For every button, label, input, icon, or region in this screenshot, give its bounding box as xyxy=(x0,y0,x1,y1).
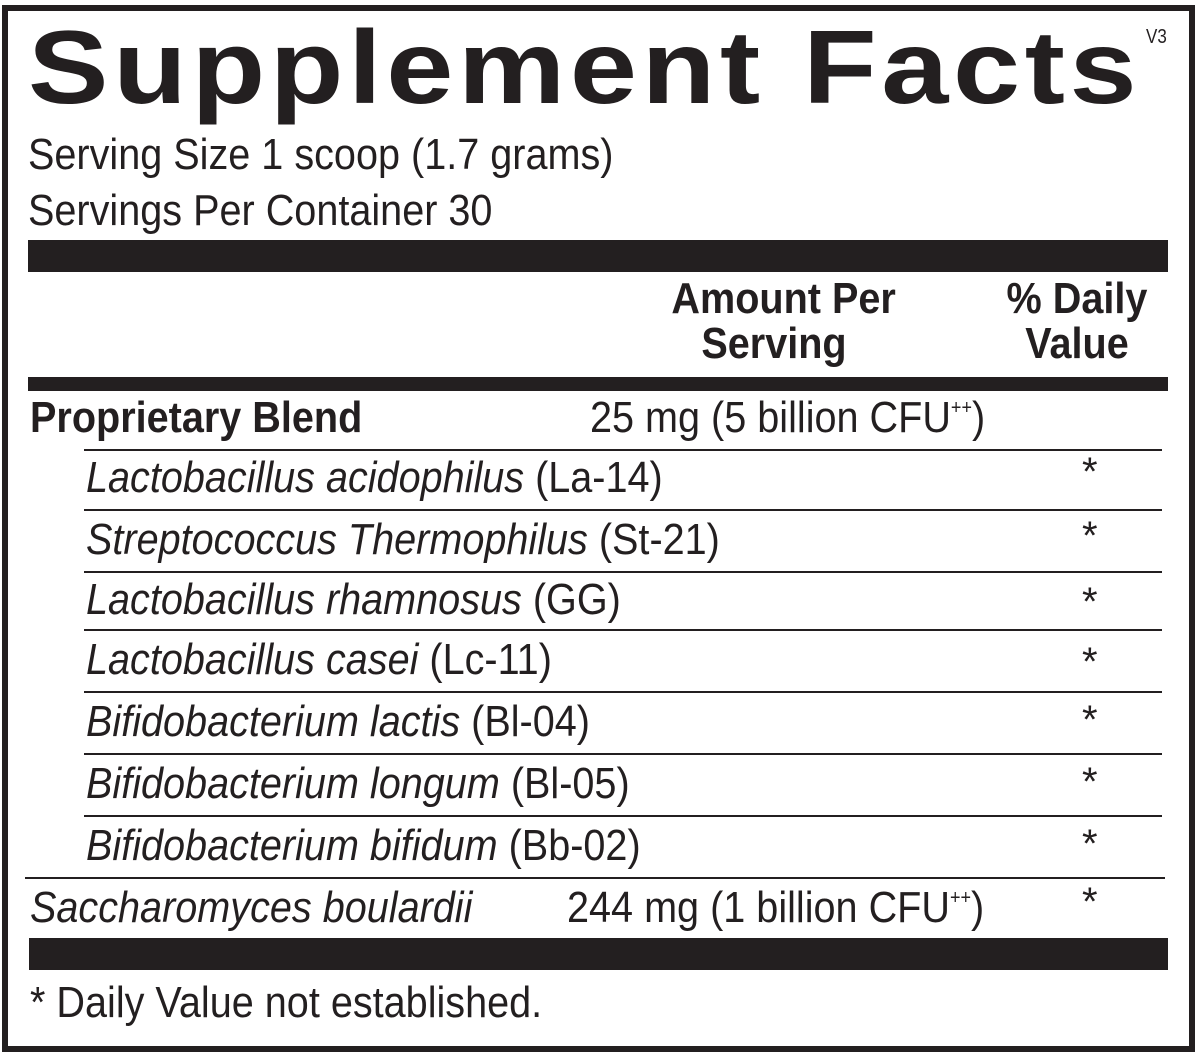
ingredient-row: Bifidobacterium longum (Bl-05) xyxy=(86,762,690,806)
serving-size-text: Serving Size 1 scoop (1.7 grams) xyxy=(28,130,614,179)
row-divider xyxy=(84,629,1162,631)
amount-per-serving-header: Amount Per Serving xyxy=(660,274,896,368)
amount-header-line2: Serving xyxy=(701,319,847,368)
ingredient-strain: (GG) xyxy=(521,575,621,624)
footnote-text: * Daily Value not established. xyxy=(30,978,543,1027)
dv-header-line2: Value xyxy=(1025,319,1129,368)
servings-per-container-text: Servings Per Container 30 xyxy=(28,186,493,235)
ingredient-row: Lactobacillus casei (Lc-11) xyxy=(86,638,604,682)
row-divider xyxy=(84,753,1162,755)
blend-amount-value: 25 mg (5 billion CFU xyxy=(590,393,951,442)
row-divider xyxy=(84,691,1162,693)
saccharomyces-amount-value: 244 mg (1 billion CFU xyxy=(567,883,950,932)
saccharomyces-amount: 244 mg (1 billion CFU++) xyxy=(567,886,1031,930)
row-divider xyxy=(25,877,1165,879)
ingredient-strain: (Bb-02) xyxy=(497,821,641,870)
ingredient-dv: * xyxy=(1082,640,1098,684)
saccharomyces-cfu-sup: ++ xyxy=(949,887,971,909)
ingredient-name: Lactobacillus casei xyxy=(86,635,419,684)
ingredient-strain: (La-14) xyxy=(524,453,663,502)
blend-name-text: Proprietary Blend xyxy=(30,393,363,442)
blend-name: Proprietary Blend xyxy=(30,396,399,440)
label-title: Supplement Facts xyxy=(28,10,1142,126)
saccharomyces-name-text: Saccharomyces boulardii xyxy=(30,883,473,932)
ingredient-dv: * xyxy=(1082,514,1098,558)
thick-divider-top xyxy=(28,240,1168,272)
version-mark: V3 xyxy=(1146,26,1167,48)
serving-size: Serving Size 1 scoop (1.7 grams) xyxy=(28,133,679,177)
ingredient-name: Lactobacillus acidophilus xyxy=(86,453,525,502)
ingredient-name: Bifidobacterium lactis xyxy=(86,697,461,746)
ingredient-strain: (Bl-05) xyxy=(499,759,630,808)
ingredient-name: Streptococcus Thermophilus xyxy=(86,515,588,564)
dv-header-line1: % Daily xyxy=(1006,274,1148,323)
ingredient-row: Bifidobacterium bifidum (Bb-02) xyxy=(86,824,702,868)
label-border xyxy=(2,5,1195,1052)
ingredient-dv: * xyxy=(1082,760,1098,804)
servings-per-container: Servings Per Container 30 xyxy=(28,189,544,233)
ingredient-strain: (Lc-11) xyxy=(418,635,552,684)
row-divider xyxy=(84,815,1162,817)
amount-header-line1: Amount Per xyxy=(671,274,896,323)
ingredient-strain: (St-21) xyxy=(587,515,720,564)
ingredient-row: Lactobacillus acidophilus (La-14) xyxy=(86,456,727,500)
daily-value-header: % Daily Value xyxy=(990,276,1164,366)
row-divider xyxy=(84,571,1162,573)
blend-amount-close: ) xyxy=(971,393,986,442)
ingredient-dv: * xyxy=(1082,698,1098,742)
thick-divider-bottom xyxy=(29,938,1168,970)
saccharomyces-dv: * xyxy=(1082,880,1098,924)
saccharomyces-amount-close: ) xyxy=(970,883,985,932)
ingredient-row: Lactobacillus rhamnosus (GG) xyxy=(86,578,680,622)
ingredient-row: Bifidobacterium lactis (Bl-04) xyxy=(86,700,646,744)
blend-amount: 25 mg (5 billion CFU++) xyxy=(590,396,1029,440)
ingredient-dv: * xyxy=(1082,822,1098,866)
row-divider xyxy=(84,449,1162,451)
ingredient-name: Bifidobacterium bifidum xyxy=(86,821,498,870)
saccharomyces-name: Saccharomyces boulardii xyxy=(30,886,522,930)
ingredient-name: Bifidobacterium longum xyxy=(86,759,500,808)
medium-divider xyxy=(28,377,1168,391)
blend-amount-text: 25 mg (5 billion CFU++) xyxy=(590,396,985,440)
blend-cfu-sup: ++ xyxy=(950,397,972,419)
ingredient-strain: (Bl-04) xyxy=(460,697,590,746)
row-divider xyxy=(84,509,1162,511)
footnote: * Daily Value not established. xyxy=(30,981,599,1025)
ingredient-row: Streptococcus Thermophilus (St-21) xyxy=(86,518,790,562)
ingredient-dv: * xyxy=(1082,580,1098,624)
ingredient-dv: * xyxy=(1082,450,1098,494)
ingredient-name: Lactobacillus rhamnosus xyxy=(86,575,522,624)
